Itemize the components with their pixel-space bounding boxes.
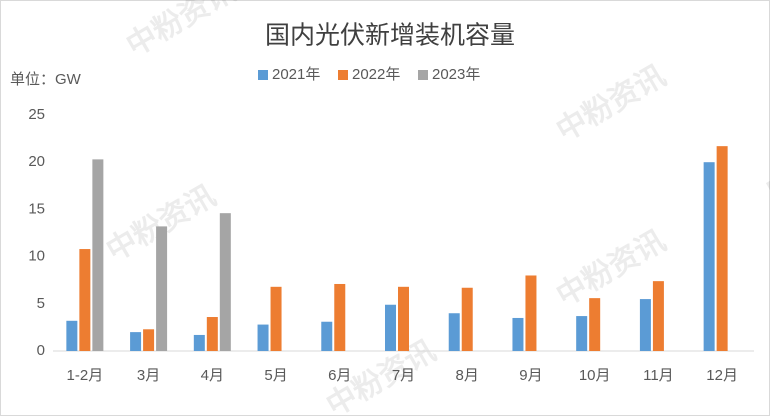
bar — [525, 275, 537, 351]
bar — [639, 299, 651, 351]
legend-label: 2022年 — [352, 66, 400, 83]
bar — [321, 321, 333, 351]
x-tick-label: 3月 — [137, 367, 160, 384]
y-tick-label: 5 — [37, 295, 45, 312]
x-tick-label: 8月 — [456, 367, 479, 384]
x-tick-label: 5月 — [264, 367, 287, 384]
bar — [257, 324, 269, 351]
bar — [589, 298, 601, 351]
chart-title: 国内光伏新增装机容量 — [265, 22, 515, 50]
bar — [92, 159, 104, 351]
x-tick-label: 1-2月 — [67, 367, 104, 384]
bar — [716, 146, 728, 351]
bar — [130, 332, 142, 351]
bar — [206, 317, 218, 351]
x-tick-label: 11月 — [643, 367, 674, 384]
x-tick-label: 12月 — [706, 367, 738, 384]
legend-label: 2023年 — [432, 66, 480, 83]
bar — [385, 304, 396, 351]
bar — [398, 286, 409, 351]
y-tick-label: 0 — [37, 342, 45, 359]
bar — [334, 283, 346, 351]
bar — [448, 313, 460, 351]
legend-swatch — [258, 70, 268, 80]
bar — [66, 320, 78, 351]
y-tick-label: 20 — [28, 153, 45, 170]
y-tick-label: 15 — [28, 200, 45, 217]
bar — [219, 213, 231, 351]
x-tick-label: 7月 — [392, 367, 415, 384]
x-tick-label: 10月 — [579, 367, 611, 384]
x-tick-label: 9月 — [519, 367, 542, 384]
y-tick-label: 10 — [28, 248, 45, 265]
bar — [512, 317, 524, 351]
x-tick-label: 6月 — [328, 367, 351, 384]
bar — [652, 281, 664, 351]
legend-swatch — [338, 70, 348, 80]
bar — [143, 329, 155, 351]
bar — [576, 316, 588, 351]
bar — [79, 249, 91, 351]
y-tick-label: 25 — [28, 106, 45, 123]
bar — [156, 226, 168, 351]
legend-swatch — [418, 70, 428, 80]
bar — [270, 286, 282, 351]
legend-label: 2021年 — [272, 66, 320, 83]
x-tick-label: 4月 — [201, 367, 224, 384]
bar — [461, 287, 473, 351]
unit-label: 单位：GW — [10, 71, 82, 88]
bar — [703, 162, 715, 351]
bar — [193, 334, 205, 351]
